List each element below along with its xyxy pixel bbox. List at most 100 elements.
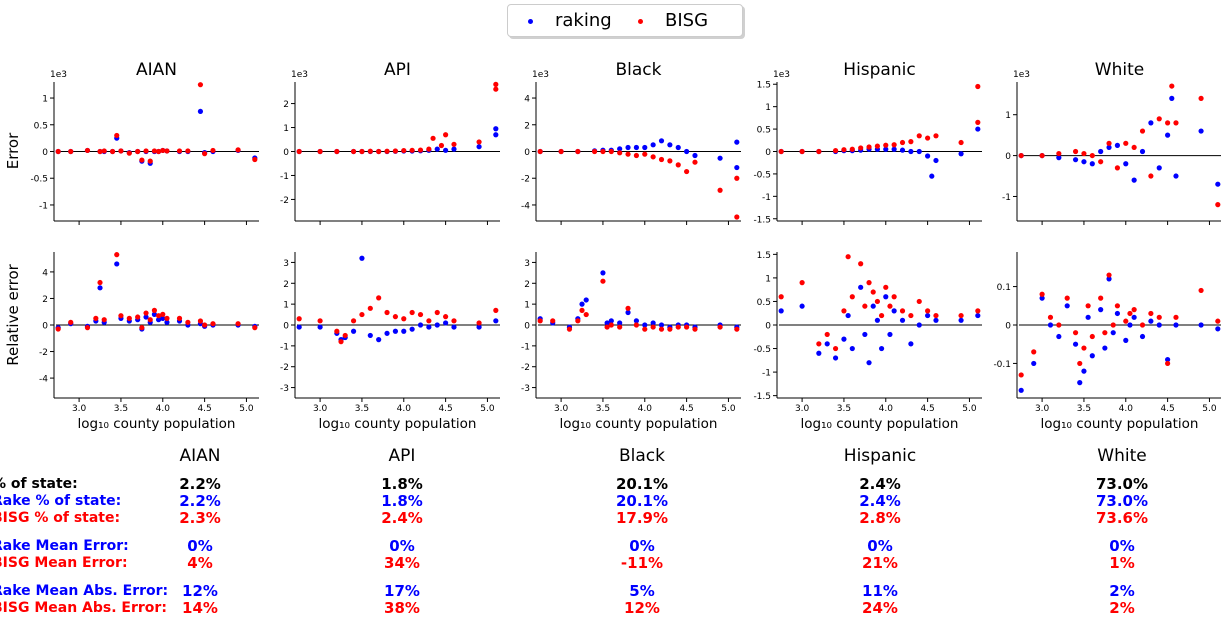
point-bisg <box>883 142 889 148</box>
y-tick-label: 0.5 <box>757 298 771 308</box>
y-tick-label: -2 <box>521 363 530 373</box>
y-tick-label: 0 <box>524 322 530 332</box>
point-bisg <box>176 148 183 154</box>
x-tick-label: 4.0 <box>879 404 894 414</box>
stats-cell: 0% <box>629 537 655 555</box>
point-bisg <box>874 298 881 305</box>
point-raking <box>1139 333 1146 340</box>
point-bisg <box>1165 120 1171 126</box>
point-raking <box>1039 295 1045 301</box>
point-raking <box>858 284 864 290</box>
y-tick-label: 0.5 <box>757 126 771 136</box>
point-bisg <box>317 318 323 324</box>
point-bisg <box>849 146 855 152</box>
stats-row-label: Rake % of state: <box>0 493 122 509</box>
point-raking <box>633 318 640 324</box>
point-bisg <box>832 345 839 352</box>
stats-cell: 73.0% <box>1095 475 1149 493</box>
point-raking <box>409 326 415 332</box>
panel-error-hispanic: -1.5 -1 -0.5 0 0.5 1 1.5 Hispanic 1e3 <box>753 60 982 225</box>
y-tick-label: 2 <box>524 121 530 131</box>
point-bisg <box>202 151 208 157</box>
point-bisg <box>625 151 631 157</box>
stats-column-header: Black <box>619 446 665 466</box>
point-bisg <box>866 280 872 286</box>
point-raking <box>891 146 897 152</box>
y-tick-label: 0 <box>765 148 771 158</box>
point-raking <box>958 317 964 323</box>
point-bisg <box>874 143 881 149</box>
stats-row-label: BISG % of state: <box>0 510 121 526</box>
point-raking <box>925 312 931 319</box>
point-bisg <box>1106 140 1112 146</box>
point-bisg <box>451 141 457 147</box>
point-bisg <box>1148 173 1154 179</box>
point-bisg <box>617 324 623 330</box>
point-bisg <box>684 168 690 175</box>
point-raking <box>862 331 868 338</box>
x-axis-label: log₁₀ county population <box>801 416 959 432</box>
point-raking <box>401 328 407 334</box>
x-tick-label: 4.0 <box>156 404 171 414</box>
x-tick-label: 5.0 <box>1202 404 1217 414</box>
point-raking <box>1064 303 1070 309</box>
point-bisg <box>1123 318 1129 324</box>
point-raking <box>97 285 103 291</box>
axis-offset-text: 1e3 <box>1013 70 1030 80</box>
point-raking <box>583 297 589 303</box>
point-raking <box>367 332 373 339</box>
point-bisg <box>908 312 914 319</box>
y-tick-label: -1.5 <box>753 215 771 225</box>
point-bisg <box>1064 295 1070 301</box>
point-bisg <box>734 175 740 181</box>
point-raking <box>1081 368 1087 374</box>
point-raking <box>1131 314 1137 320</box>
point-bisg <box>608 148 614 155</box>
stats-row-label: Rake Mean Abs. Error: <box>0 583 169 599</box>
point-bisg <box>334 328 340 334</box>
point-bisg <box>1089 333 1095 340</box>
point-raking <box>958 151 964 157</box>
point-raking <box>1131 177 1137 183</box>
point-bisg <box>1173 120 1179 126</box>
stats-cell: 2.3% <box>179 509 221 527</box>
stats-cell: 20.1% <box>615 475 669 493</box>
stats-cell: 12% <box>624 599 660 617</box>
stats-cell: 2% <box>1109 582 1135 600</box>
x-tick-label: 3.5 <box>355 404 369 414</box>
point-raking <box>908 148 914 155</box>
point-bisg <box>350 318 357 324</box>
point-bisg <box>642 151 648 157</box>
point-bisg <box>633 152 640 159</box>
legend-label-raking: raking <box>555 10 612 31</box>
legend-item-bisg: BISG <box>638 10 708 31</box>
point-bisg <box>899 139 906 146</box>
point-bisg <box>778 148 784 155</box>
point-bisg <box>160 311 166 317</box>
point-raking <box>600 270 606 276</box>
point-raking <box>675 144 681 151</box>
point-raking <box>933 157 939 164</box>
point-bisg <box>84 147 91 154</box>
x-tick-label: 3.0 <box>554 404 569 414</box>
point-raking <box>1198 128 1204 134</box>
point-bisg <box>1081 345 1087 351</box>
point-bisg <box>1098 295 1104 301</box>
x-tick-label: 3.0 <box>795 404 810 414</box>
point-bisg <box>1114 165 1121 171</box>
point-bisg <box>692 326 698 332</box>
stats-column-header: AIAN <box>179 446 221 466</box>
point-raking <box>617 146 623 152</box>
y-tick-label: -1 <box>521 342 530 352</box>
point-raking <box>841 336 847 342</box>
point-bisg <box>862 303 868 309</box>
y-tick-label: -1 <box>762 369 771 379</box>
point-bisg <box>118 148 124 154</box>
point-bisg <box>147 317 153 323</box>
y-tick-label: 0.1 <box>997 283 1011 293</box>
point-raking <box>650 320 656 326</box>
point-raking <box>642 144 648 151</box>
x-tick-label: 4.0 <box>638 404 653 414</box>
stats-cell: 24% <box>862 599 898 617</box>
